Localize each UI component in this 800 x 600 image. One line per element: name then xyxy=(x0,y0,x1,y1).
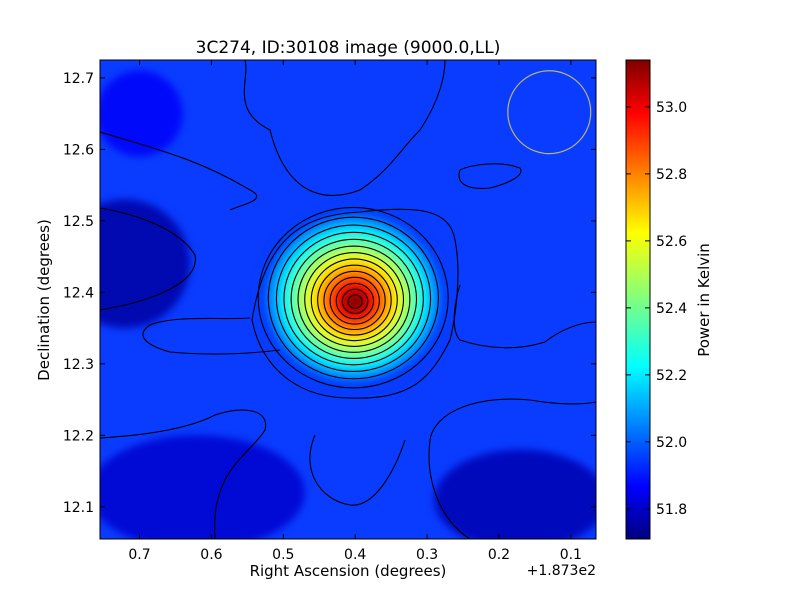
y-tick-label: 12.5 xyxy=(63,214,94,230)
contour-line xyxy=(458,163,522,189)
contour-line xyxy=(309,434,406,506)
y-tick-label: 12.7 xyxy=(63,71,94,87)
y-tick-label: 12.4 xyxy=(63,285,94,301)
x-tick-label: 0.7 xyxy=(128,547,150,563)
y-tick-label: 12.6 xyxy=(63,142,94,158)
x-tick-label: 0.2 xyxy=(488,547,510,563)
source-level xyxy=(348,294,363,309)
contour-line xyxy=(317,264,392,336)
y-axis: 12.1 12.2 12.3 12.4 12.5 12.6 12.7 xyxy=(63,71,596,516)
colorbar-tick-label: 53.0 xyxy=(656,100,687,116)
contour-line xyxy=(275,224,432,373)
contour-line xyxy=(257,206,449,389)
colorbar-axis: 51.8 52.0 52.2 52.4 52.6 52.8 53.0 xyxy=(626,100,687,518)
plot-area xyxy=(100,60,596,539)
colorbar-tick-label: 51.8 xyxy=(656,502,687,518)
contour-line xyxy=(304,252,405,347)
contour-line xyxy=(335,282,375,320)
contour-line xyxy=(267,216,439,380)
colorbar-label: Power in Kelvin xyxy=(695,243,713,357)
chart-title: 3C274, ID:30108 image (9000.0,LL) xyxy=(196,38,501,58)
x-tick-label: 0.1 xyxy=(560,547,582,563)
y-tick-label: 12.2 xyxy=(63,428,94,444)
contour-line xyxy=(251,208,459,399)
x-tick-label: 0.5 xyxy=(272,547,294,563)
contour-line xyxy=(347,294,363,309)
colorbar-tick-label: 52.0 xyxy=(656,435,687,451)
y-tick-label: 12.1 xyxy=(63,500,94,516)
contour-line xyxy=(100,409,267,539)
x-tick-label: 0.4 xyxy=(344,547,366,563)
contour-layer xyxy=(100,60,596,539)
contour-line xyxy=(310,258,398,342)
contour-line xyxy=(142,317,281,355)
contour-line xyxy=(100,207,196,311)
x-axis: 0.7 0.6 0.5 0.4 0.3 0.2 0.1 xyxy=(128,60,582,563)
contour-line xyxy=(341,288,369,315)
contour-line xyxy=(283,231,424,366)
contour-line xyxy=(290,238,418,359)
colorbar xyxy=(625,59,651,540)
y-axis-label: Declination (degrees) xyxy=(35,219,53,381)
contour-line xyxy=(297,245,411,353)
background-lobe xyxy=(100,435,305,539)
colorbar-tick-label: 52.2 xyxy=(656,368,687,384)
background-lobe xyxy=(100,199,190,329)
x-axis-label: Right Ascension (degrees) xyxy=(250,562,447,580)
background-lobe xyxy=(100,70,183,157)
contour-line xyxy=(323,270,386,331)
colorbar-tick-label: 52.4 xyxy=(656,301,687,317)
colorbar-tick-label: 52.8 xyxy=(656,167,687,183)
background-lobe xyxy=(434,449,596,539)
contour-line xyxy=(243,60,446,196)
x-offset-label: +1.873e2 xyxy=(527,563,596,579)
contour-line xyxy=(100,131,258,211)
x-tick-label: 0.6 xyxy=(200,547,222,563)
contour-line xyxy=(329,276,380,325)
beam-circle xyxy=(507,70,592,155)
x-tick-label: 0.3 xyxy=(416,547,438,563)
colorbar-tick-label: 52.6 xyxy=(656,234,687,250)
plot-frame xyxy=(99,59,597,540)
y-tick-label: 12.3 xyxy=(63,357,94,373)
contour-line xyxy=(428,398,596,539)
